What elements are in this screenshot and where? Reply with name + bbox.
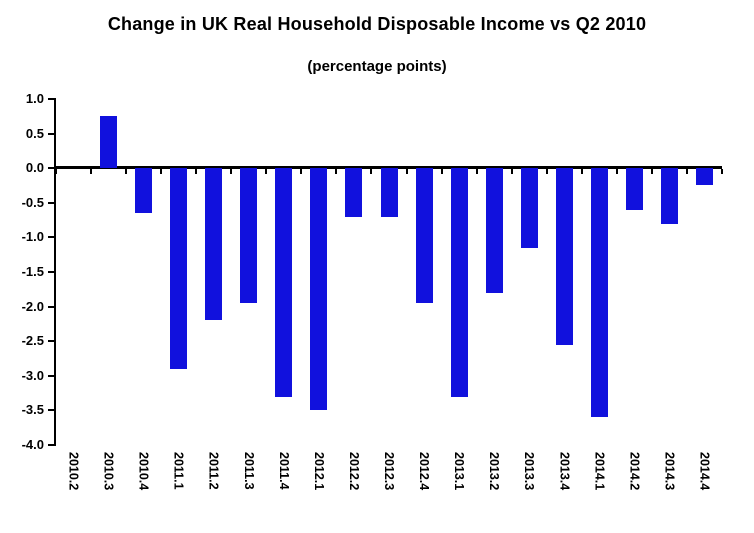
y-axis-label: 0.0 — [25, 160, 44, 176]
bar — [590, 168, 608, 418]
x-axis-tick — [55, 169, 57, 175]
y-axis-tick — [48, 271, 56, 273]
x-axis-tick — [650, 169, 653, 175]
y-axis-tick — [48, 201, 56, 204]
x-axis-tick — [160, 169, 163, 175]
bar — [205, 168, 223, 321]
y-axis-label: 0.5 — [25, 125, 44, 141]
x-axis-label: 2014.1 — [592, 452, 607, 491]
x-axis-label: 2014.3 — [662, 452, 677, 491]
y-axis-line — [54, 99, 56, 445]
bar — [555, 168, 573, 345]
y-axis-tick — [48, 132, 56, 135]
y-axis-label: -1.5 — [21, 264, 44, 279]
bar — [695, 168, 713, 186]
x-axis-label: 2014.4 — [697, 452, 712, 491]
bar — [660, 168, 678, 224]
x-axis-tick — [265, 169, 268, 175]
y-axis-tick — [48, 167, 56, 170]
y-axis-label: 1.0 — [25, 91, 44, 106]
bar — [310, 168, 328, 411]
bar — [450, 168, 468, 397]
y-axis-tick — [48, 98, 56, 100]
y-axis-label: -2.0 — [21, 298, 44, 314]
bar — [485, 168, 503, 293]
x-axis-tick — [230, 169, 233, 175]
x-axis-tick — [300, 169, 303, 175]
chart-title: Change in UK Real Household Disposable I… — [107, 14, 647, 34]
x-axis-tick — [405, 169, 408, 175]
y-axis-tick — [48, 444, 56, 446]
y-axis-tick — [48, 236, 56, 239]
x-axis-tick — [510, 169, 513, 175]
bar — [135, 168, 153, 214]
x-axis-label: 2010.3 — [101, 452, 116, 491]
bar — [380, 168, 398, 217]
bar — [625, 168, 643, 210]
y-axis-tick — [48, 340, 56, 343]
y-axis-label: -3.0 — [21, 367, 44, 383]
x-axis-tick — [685, 169, 688, 175]
x-axis-tick — [615, 169, 618, 175]
x-axis-label: 2014.2 — [627, 452, 642, 491]
x-axis-label: 2013.4 — [557, 452, 572, 491]
x-axis-tick — [195, 169, 198, 175]
x-axis-tick — [440, 169, 443, 175]
x-axis-tick — [125, 169, 128, 175]
chart-subtitle: (percentage points) — [307, 58, 447, 75]
x-axis-label: 2012.1 — [311, 452, 326, 491]
x-axis-label: 2013.1 — [452, 452, 467, 491]
x-axis-label: 2012.2 — [346, 452, 361, 491]
bar — [415, 168, 433, 304]
y-axis-tick — [48, 305, 56, 308]
y-axis-label: -3.5 — [21, 402, 44, 418]
x-axis-label: 2011.4 — [276, 452, 291, 490]
x-axis-label: 2012.4 — [417, 452, 432, 491]
x-axis-label: 2013.3 — [522, 452, 537, 491]
y-axis-label: -4.0 — [21, 437, 44, 452]
y-axis-tick — [48, 374, 56, 377]
x-axis-label: 2010.4 — [136, 452, 151, 491]
bar — [520, 168, 538, 248]
bar — [345, 168, 363, 217]
x-axis-label: 2013.2 — [487, 452, 502, 491]
x-axis-tick — [475, 169, 478, 175]
bar — [275, 168, 293, 397]
y-axis-tick — [48, 409, 56, 412]
y-axis-label: -2.5 — [21, 333, 44, 349]
bar — [240, 168, 258, 304]
y-axis-label: -1.0 — [21, 229, 44, 245]
x-axis-tick — [335, 169, 338, 175]
x-axis-tick — [545, 169, 548, 175]
bar — [170, 168, 188, 369]
x-axis-label: 2011.2 — [206, 452, 221, 490]
x-axis-label: 2012.3 — [382, 452, 396, 491]
x-axis-tick — [90, 169, 93, 175]
chart-canvas: 1.0 0.5 0.0 -0.5 -1.0 -1.5 -2.0 -2.5 -3.0 -3.5 -4.… — [22, 91, 723, 490]
plot-area: 1.0 0.5 0.0 -0.5 -1.0 -1.5 -2.0 -2.5 -3.0 -3.5 -4.… — [22, 91, 723, 490]
x-axis-label: 2010.2 — [66, 452, 81, 491]
zero-line — [54, 166, 722, 170]
x-axis-tick — [580, 169, 583, 175]
x-axis-tick — [721, 169, 723, 175]
x-axis-label: 2011.1 — [171, 452, 186, 490]
y-axis-label: -0.5 — [21, 194, 44, 210]
x-axis-tick — [370, 169, 373, 175]
bar — [100, 116, 118, 169]
x-axis-label: 2011.3 — [241, 452, 256, 490]
